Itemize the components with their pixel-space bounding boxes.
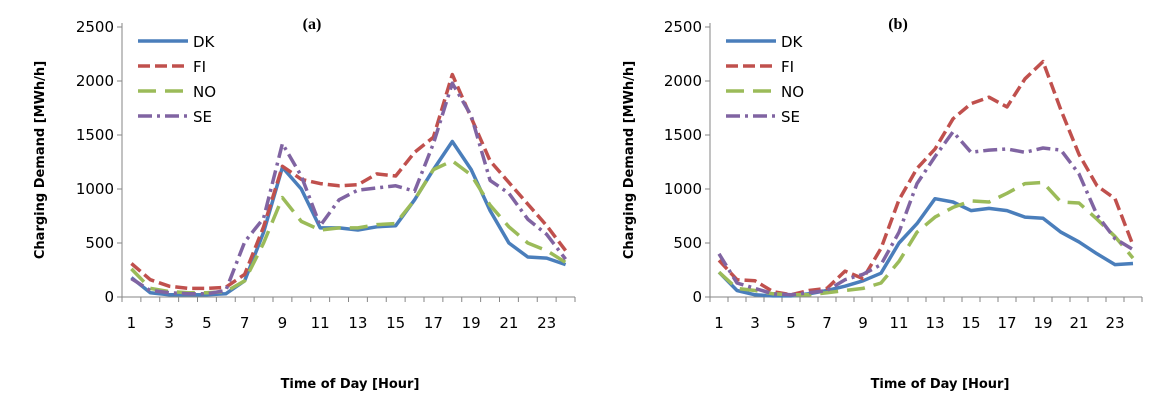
chart-a-legend: DK FI NO SE: [138, 33, 216, 126]
chart-b-x-tick-label: 23: [1105, 314, 1124, 332]
chart-a-legend-label-dk: DK: [193, 33, 216, 51]
chart-b-y-tick-label: 0: [692, 288, 702, 306]
chart-a-x-tick-label: 19: [462, 314, 481, 332]
chart-b-series-fi: [717, 59, 1135, 297]
chart-b-xlabel: Time of Day [Hour]: [871, 377, 1010, 392]
chart-b-ylabel: Charging Demand [MWh/h]: [622, 61, 637, 259]
chart-a-ylabel: Charging Demand [MWh/h]: [33, 61, 48, 259]
chart-b-y-tick-label: 2500: [664, 18, 702, 36]
chart-a-y-tick-label: 1000: [76, 180, 114, 198]
chart-b-legend-label-fi: FI: [781, 58, 794, 76]
chart-b-x-tick-label: 1: [714, 314, 724, 332]
chart-a-y-tick-label: 0: [104, 288, 114, 306]
chart-a-x-tick-label: 17: [424, 314, 443, 332]
chart-a-x-tick-label: 11: [311, 314, 330, 332]
chart-b-x-tick-label: 3: [750, 314, 760, 332]
chart-a-x-tick-label: 3: [164, 314, 174, 332]
chart-b-legend-label-no: NO: [781, 83, 804, 101]
chart-a-legend-label-no: NO: [193, 83, 216, 101]
chart-b-series: [717, 59, 1135, 298]
chart-a-series-no: [130, 159, 567, 295]
chart-a-y-tick-label: 2500: [76, 18, 114, 36]
chart-panel-a: Charging Demand [MWh/h] Time of Day [Hou…: [33, 16, 576, 392]
chart-b-y-tick-label: 1000: [664, 180, 702, 198]
chart-b-x-tick-label: 21: [1069, 314, 1088, 332]
chart-a-legend-label-se: SE: [193, 108, 212, 126]
chart-b-series-dk: [717, 196, 1134, 298]
chart-b-x-tick-label: 15: [961, 314, 980, 332]
chart-a-title: (a): [303, 16, 322, 33]
chart-a-x-tick-label: 1: [127, 314, 137, 332]
chart-a-y-tick-label: 2000: [76, 72, 114, 90]
chart-a-x-tick-label: 5: [202, 314, 212, 332]
chart-b-x-tick-label: 17: [997, 314, 1016, 332]
chart-b-x-tick-label: 11: [889, 314, 908, 332]
chart-a-series-dk: [130, 139, 567, 297]
chart-a-y-tick-label: 500: [85, 234, 114, 252]
chart-b-legend-label-se: SE: [781, 108, 800, 126]
chart-b-legend: DK FI NO SE: [726, 33, 804, 126]
chart-a-x-tick-label: 15: [386, 314, 405, 332]
chart-a-x-tick-label: 9: [278, 314, 288, 332]
chart-a-series-se: [130, 81, 567, 296]
chart-b-x-tick-label: 9: [858, 314, 868, 332]
chart-panel-b: Charging Demand [MWh/h] Time of Day [Hou…: [622, 16, 1143, 392]
chart-b-y-tick-label: 2000: [664, 72, 702, 90]
chart-b-y-tick-label: 1500: [664, 126, 702, 144]
chart-a-series-fi: [130, 72, 567, 291]
chart-b-x-tick-label: 19: [1033, 314, 1052, 332]
chart-b-legend-label-dk: DK: [781, 33, 804, 51]
chart-a-x-tick-label: 23: [537, 314, 556, 332]
chart-a-x-tick-label: 21: [499, 314, 518, 332]
chart-b-x-tick-label: 5: [786, 314, 796, 332]
chart-a-series: [130, 72, 567, 297]
chart-a-xlabel: Time of Day [Hour]: [281, 377, 420, 392]
chart-b-title: (b): [888, 16, 908, 33]
chart-a-y-tick-label: 1500: [76, 126, 114, 144]
chart-b-y-tick-label: 500: [673, 234, 702, 252]
chart-b-series-se: [717, 130, 1134, 297]
chart-b-series-no: [717, 180, 1135, 297]
chart-a-x-tick-label: 7: [240, 314, 250, 332]
chart-a-legend-label-fi: FI: [193, 58, 206, 76]
chart-b-x-tick-label: 7: [822, 314, 832, 332]
chart-b-x-tick-label: 13: [925, 314, 944, 332]
chart-a-x-tick-label: 13: [348, 314, 367, 332]
